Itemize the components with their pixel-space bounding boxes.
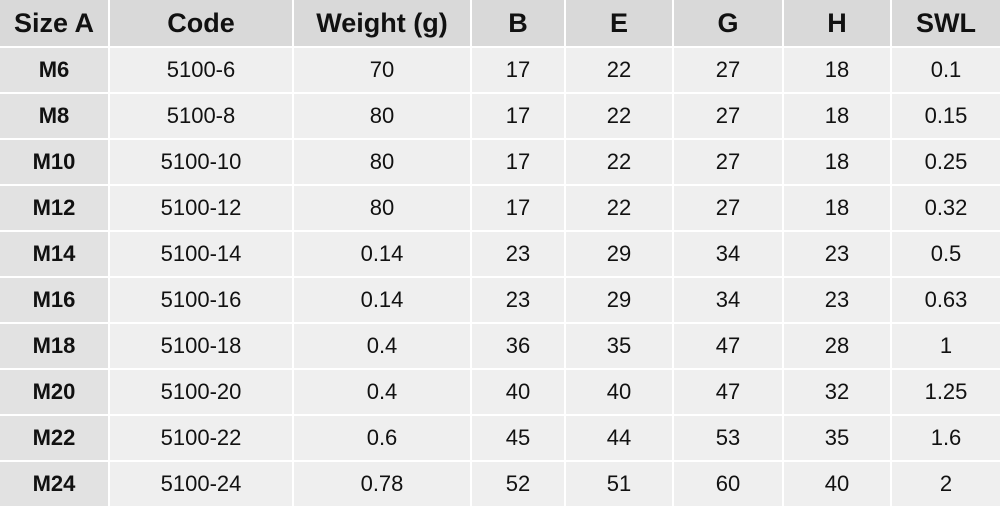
table-cell: 5100-6 (110, 48, 292, 92)
table-cell: 29 (566, 232, 672, 276)
table-cell: 18 (784, 94, 890, 138)
table-cell: 51 (566, 462, 672, 506)
table-cell: 5100-24 (110, 462, 292, 506)
row-header-cell: M16 (0, 278, 108, 322)
table-cell: 5100-14 (110, 232, 292, 276)
table-cell: 0.5 (892, 232, 1000, 276)
row-header-cell: M12 (0, 186, 108, 230)
table-cell: 47 (674, 370, 782, 414)
table-cell: 40 (784, 462, 890, 506)
table-cell: 22 (566, 94, 672, 138)
table-cell: 36 (472, 324, 564, 368)
table-cell: 45 (472, 416, 564, 460)
table-cell: 0.32 (892, 186, 1000, 230)
table-cell: 23 (472, 278, 564, 322)
table-cell: 1.6 (892, 416, 1000, 460)
table-cell: 1.25 (892, 370, 1000, 414)
header-cell: H (784, 0, 890, 46)
table-cell: 34 (674, 232, 782, 276)
table-cell: 18 (784, 186, 890, 230)
table-cell: 5100-20 (110, 370, 292, 414)
row-header-cell: M20 (0, 370, 108, 414)
table-cell: 23 (784, 278, 890, 322)
table-cell: 0.78 (294, 462, 470, 506)
header-cell: SWL (892, 0, 1000, 46)
table-cell: 40 (566, 370, 672, 414)
table-cell: 70 (294, 48, 470, 92)
table-cell: 0.63 (892, 278, 1000, 322)
header-cell: Weight (g) (294, 0, 470, 46)
table-cell: 1 (892, 324, 1000, 368)
table-cell: 47 (674, 324, 782, 368)
table-cell: 17 (472, 94, 564, 138)
table-cell: 27 (674, 48, 782, 92)
table-cell: 17 (472, 48, 564, 92)
row-header-cell: M8 (0, 94, 108, 138)
table-cell: 17 (472, 186, 564, 230)
table-cell: 60 (674, 462, 782, 506)
table-cell: 0.14 (294, 232, 470, 276)
table-cell: 23 (472, 232, 564, 276)
row-header-cell: M10 (0, 140, 108, 184)
table-cell: 0.14 (294, 278, 470, 322)
row-header-cell: M22 (0, 416, 108, 460)
table-cell: 22 (566, 48, 672, 92)
row-header-cell: M6 (0, 48, 108, 92)
table-cell: 0.1 (892, 48, 1000, 92)
header-cell: G (674, 0, 782, 46)
table-cell: 32 (784, 370, 890, 414)
table-cell: 28 (784, 324, 890, 368)
table-cell: 29 (566, 278, 672, 322)
table-cell: 27 (674, 140, 782, 184)
header-cell: E (566, 0, 672, 46)
table-cell: 5100-12 (110, 186, 292, 230)
header-cell: Size A (0, 0, 108, 46)
row-header-cell: M24 (0, 462, 108, 506)
table-cell: 35 (566, 324, 672, 368)
table-cell: 18 (784, 48, 890, 92)
table-cell: 5100-8 (110, 94, 292, 138)
table-cell: 52 (472, 462, 564, 506)
table-cell: 80 (294, 94, 470, 138)
table-cell: 34 (674, 278, 782, 322)
table-cell: 23 (784, 232, 890, 276)
table-cell: 0.4 (294, 324, 470, 368)
table-cell: 5100-18 (110, 324, 292, 368)
table-cell: 0.6 (294, 416, 470, 460)
table-cell: 40 (472, 370, 564, 414)
table-cell: 22 (566, 186, 672, 230)
table-cell: 27 (674, 94, 782, 138)
header-cell: B (472, 0, 564, 46)
row-header-cell: M18 (0, 324, 108, 368)
table-cell: 0.15 (892, 94, 1000, 138)
table-cell: 2 (892, 462, 1000, 506)
table-cell: 5100-10 (110, 140, 292, 184)
table-cell: 35 (784, 416, 890, 460)
header-cell: Code (110, 0, 292, 46)
table-cell: 44 (566, 416, 672, 460)
table-cell: 27 (674, 186, 782, 230)
table-cell: 18 (784, 140, 890, 184)
table-cell: 5100-16 (110, 278, 292, 322)
table-cell: 17 (472, 140, 564, 184)
table-cell: 80 (294, 186, 470, 230)
table-cell: 5100-22 (110, 416, 292, 460)
table-cell: 22 (566, 140, 672, 184)
table-cell: 53 (674, 416, 782, 460)
table-cell: 0.25 (892, 140, 1000, 184)
row-header-cell: M14 (0, 232, 108, 276)
table-cell: 0.4 (294, 370, 470, 414)
table-cell: 80 (294, 140, 470, 184)
